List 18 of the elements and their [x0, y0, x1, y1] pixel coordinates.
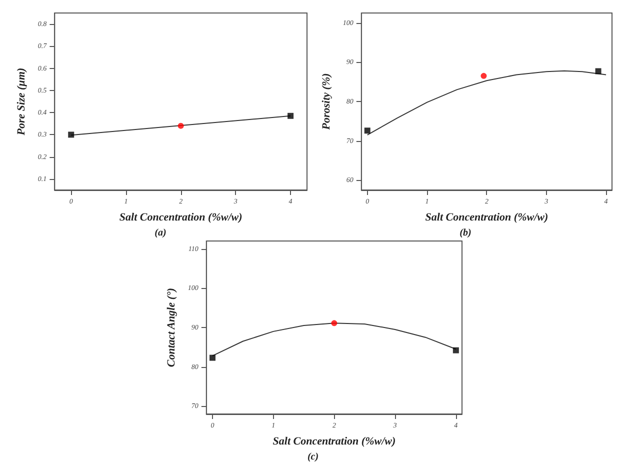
point: [178, 122, 184, 129]
x-axis-title: Salt Concentration (%w/w): [119, 212, 242, 224]
x-axis-title: Salt Concentration (%w/w): [272, 436, 396, 448]
point: [595, 68, 602, 74]
point: [209, 354, 216, 361]
y-axis-title: Porosity (%): [320, 73, 332, 130]
text: (a): [154, 228, 166, 238]
point: [331, 320, 338, 326]
x-axis-title: Salt Concentration (%w/w): [425, 212, 548, 224]
text: (c): [307, 452, 319, 462]
point: [452, 347, 459, 354]
point: [68, 132, 74, 138]
y-axis-title: Contact Angle (°): [166, 288, 178, 368]
y-axis-title: Pore Size (µm): [16, 68, 28, 136]
text: (b): [460, 228, 472, 238]
point: [288, 112, 294, 119]
point: [480, 72, 487, 79]
point: [364, 128, 370, 134]
